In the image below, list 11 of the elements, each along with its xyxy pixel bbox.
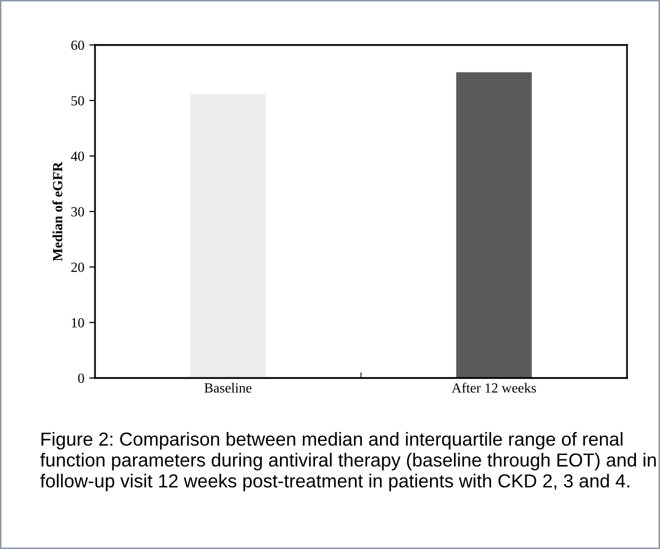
x-tick-label: Baseline	[204, 382, 252, 393]
y-tick-label: 20	[71, 262, 84, 272]
x-tick-label: After 12 weeks	[452, 382, 536, 393]
y-tick-label: 0	[78, 374, 84, 383]
y-axis-title: Median of eGFR	[52, 162, 62, 262]
y-tick-label: 50	[72, 96, 84, 106]
y-tick-label: 60	[71, 40, 84, 50]
y-tick-label: 10	[72, 318, 84, 328]
y-tick-label: 30	[71, 207, 84, 216]
y-tick-label: 40	[70, 152, 84, 161]
caption: Figure 2: Comparison between median and interquartile range of renal function parameters during antiviral therapy (baseline through EOT) and in follow-up visit 12 weeks post-treatment in patients with CKD 2, 3 and 4.	[40, 432, 656, 492]
